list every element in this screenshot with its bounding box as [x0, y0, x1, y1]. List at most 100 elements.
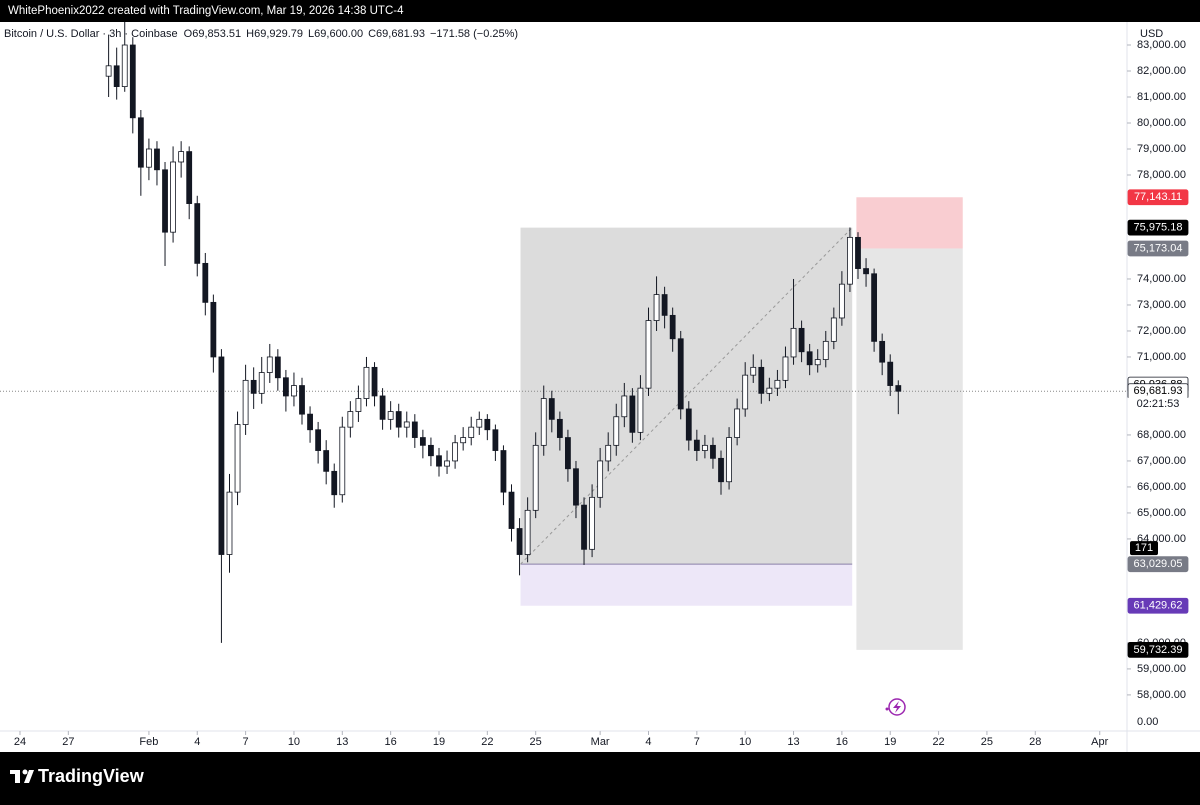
- price-label-box: [1127, 556, 1189, 573]
- candle-body: [629, 395, 636, 433]
- candle-body: [581, 504, 587, 550]
- candle-body: [355, 398, 362, 412]
- x-tick-label: 19: [884, 736, 896, 748]
- ohlc-value: 69,853.51: [192, 28, 241, 40]
- candle-body: [452, 442, 459, 462]
- candle-body: [806, 351, 813, 366]
- x-tick-label: 25: [530, 736, 542, 748]
- candle-body: [597, 460, 604, 498]
- ohlc-key: L: [308, 28, 314, 40]
- candle-body: [887, 361, 894, 386]
- candle-body: [653, 294, 660, 321]
- brand-logo: [10, 769, 34, 783]
- y-tick-label: 81,000.00: [1137, 91, 1186, 103]
- price-label: 77,143.11: [1134, 191, 1182, 203]
- lower-pane-label: 0.00: [1137, 716, 1158, 728]
- y-tick-label: 72,000.00: [1137, 325, 1186, 337]
- candle-body: [774, 379, 781, 389]
- price-label-box: [1127, 597, 1189, 614]
- countdown: 02:21:53: [1137, 398, 1180, 410]
- candle-body: [121, 44, 128, 87]
- y-tick-label: 58,000.00: [1137, 689, 1186, 701]
- change: −171.58 (−0.25%): [430, 28, 518, 40]
- y-tick-label: 78,000.00: [1137, 169, 1186, 181]
- candle-body: [186, 151, 193, 204]
- price-label-box: [1127, 641, 1189, 658]
- price-label: 75,173.04: [1134, 242, 1183, 254]
- candle-body: [291, 385, 297, 397]
- candle-body: [556, 418, 563, 438]
- x-tick-label: 16: [385, 736, 397, 748]
- candle-body: [242, 379, 249, 425]
- candle-body: [170, 161, 176, 233]
- brand: TradingView: [38, 766, 145, 786]
- candle-body: [129, 44, 136, 119]
- price-label: 69,681.93: [1134, 385, 1183, 397]
- candle-body: [436, 455, 442, 467]
- caption: WhitePhoenix2022 created with TradingVie…: [8, 5, 404, 17]
- candle-body: [371, 366, 378, 397]
- legend: Bitcoin / U.S. Dollar · 3h · Coinbase O69…: [4, 28, 518, 40]
- y-tick-label: 66,000.00: [1137, 481, 1186, 493]
- candle-body: [838, 283, 845, 319]
- x-tick-label: Feb: [139, 736, 158, 748]
- y-tick-label: 67,000.00: [1137, 455, 1186, 467]
- candle-body: [218, 356, 225, 555]
- candle-body: [710, 444, 716, 459]
- y-tick-label: 80,000.00: [1137, 117, 1186, 129]
- candle-body: [766, 387, 773, 394]
- candle-body: [202, 262, 209, 303]
- x-tick-label: 25: [981, 736, 993, 748]
- x-tick-label: 22: [932, 736, 944, 748]
- candle-body: [573, 468, 579, 506]
- candle-body: [847, 236, 853, 285]
- candle-body: [500, 450, 507, 493]
- drawing-box: [856, 197, 963, 249]
- x-tick-label: 22: [481, 736, 493, 748]
- bottom-bar: [0, 752, 1200, 800]
- candle-body: [524, 509, 531, 555]
- x-tick-label: 19: [433, 736, 445, 748]
- candle-body: [879, 340, 886, 363]
- candle-body: [693, 439, 700, 451]
- candle-body: [137, 117, 144, 168]
- candle-body: [460, 437, 467, 444]
- candle-body: [669, 314, 676, 340]
- price-label: 61,429.62: [1134, 600, 1183, 612]
- candle-body: [565, 437, 571, 470]
- candle-body: [444, 460, 450, 467]
- candle-body: [685, 408, 692, 441]
- x-tick-label: 24: [14, 736, 26, 748]
- y-tick-label: 71,000.00: [1137, 351, 1186, 363]
- bar-count-box: [1130, 541, 1158, 556]
- candle-body: [428, 444, 434, 457]
- candle-body: [266, 356, 273, 373]
- candle-body: [742, 374, 749, 410]
- candle-body: [234, 424, 241, 493]
- candle-body: [307, 413, 313, 431]
- candle-body: [758, 366, 765, 394]
- candle-body: [315, 429, 322, 451]
- candle-body: [194, 203, 201, 264]
- lightning-icon: [885, 698, 906, 716]
- ohlc-value: 69,929.79: [254, 28, 303, 40]
- candle-body: [814, 359, 821, 366]
- price-label-box: [1127, 189, 1189, 206]
- candle-body: [895, 385, 902, 392]
- x-tick-label: 13: [336, 736, 348, 748]
- candle-body: [162, 169, 168, 233]
- candle-body: [516, 528, 523, 555]
- ohlc-value: 69,681.93: [376, 28, 425, 40]
- candle-body: [403, 421, 410, 428]
- y-tick-label: 59,000.00: [1137, 663, 1186, 675]
- candle-body: [339, 426, 346, 496]
- candle-body: [484, 418, 491, 431]
- ohlc-key: C: [368, 28, 376, 40]
- candle-body: [822, 340, 829, 360]
- ohlc-value: 69,600.00: [314, 28, 363, 40]
- y-tick-label: 83,000.00: [1137, 39, 1186, 51]
- candle-body: [540, 398, 547, 446]
- candle-body: [548, 398, 555, 420]
